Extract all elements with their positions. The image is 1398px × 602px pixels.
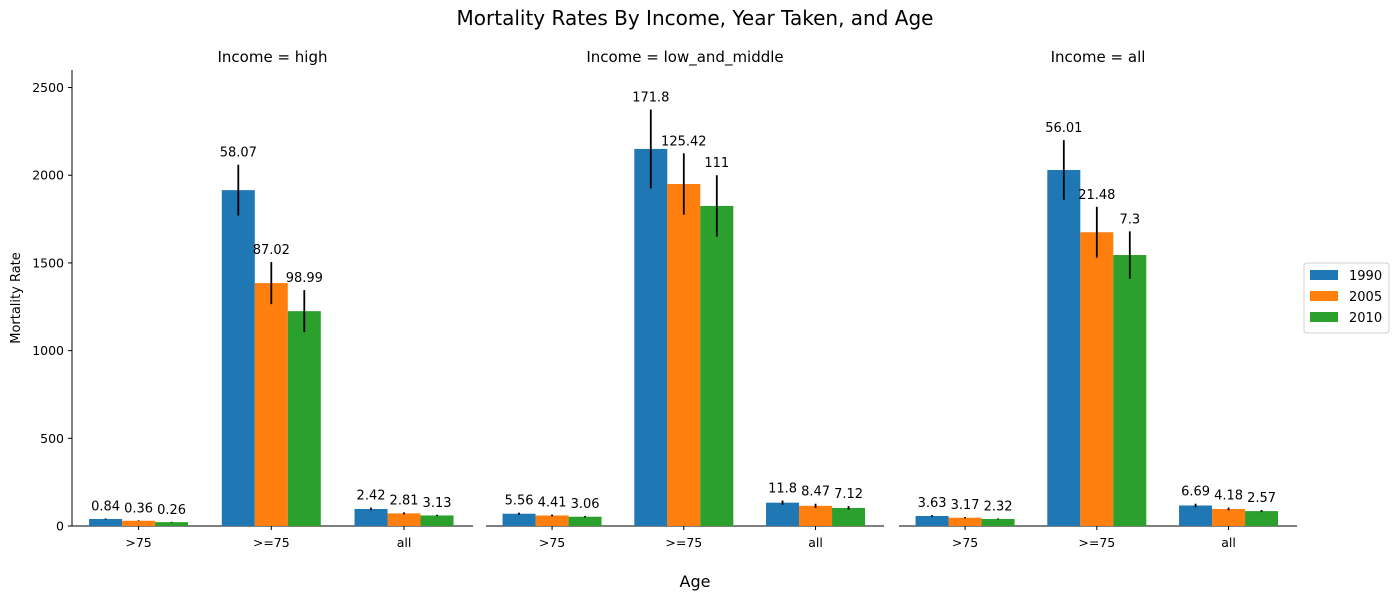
bar-1990 xyxy=(915,516,949,526)
bar-label: 4.18 xyxy=(1214,489,1243,504)
legend-swatch-1990 xyxy=(1310,270,1338,280)
bar-label: 125.42 xyxy=(661,134,707,149)
bar-2005 xyxy=(1080,232,1114,526)
bar-label: 11.8 xyxy=(768,482,797,497)
bar-2010 xyxy=(1113,255,1147,526)
bar-label: 58.07 xyxy=(220,146,257,161)
legend-swatch-2010 xyxy=(1310,312,1338,322)
y-tick-label: 2500 xyxy=(32,80,64,95)
bar-1990 xyxy=(766,502,800,526)
bar-label: 0.36 xyxy=(124,501,153,516)
y-tick-label: 1500 xyxy=(32,255,64,270)
bar-1990 xyxy=(89,518,123,526)
x-tick-label: >=75 xyxy=(253,535,290,550)
bar-label: 56.01 xyxy=(1045,121,1082,136)
bar-2010 xyxy=(287,311,321,526)
panel-title: Income = low_and_middle xyxy=(586,48,783,67)
legend: 1990 2005 2010 xyxy=(1303,262,1390,334)
legend-swatch-2005 xyxy=(1310,291,1338,301)
bar-label: 5.56 xyxy=(505,494,534,509)
bar-1990 xyxy=(502,513,536,526)
bar-2005 xyxy=(948,517,982,526)
bar-2010 xyxy=(700,205,734,526)
bar-label: 0.26 xyxy=(157,503,186,518)
bar-label: 4.41 xyxy=(538,496,567,511)
bar-2010 xyxy=(420,515,454,526)
bar-2005 xyxy=(1212,508,1246,526)
x-tick-label: >=75 xyxy=(1078,535,1115,550)
x-tick-label: all xyxy=(808,535,823,550)
legend-label-2005: 2005 xyxy=(1349,290,1382,305)
bar-label: 8.47 xyxy=(801,485,830,500)
bar-2010 xyxy=(981,518,1015,526)
bar-1990 xyxy=(354,508,388,526)
bar-label: 6.69 xyxy=(1181,485,1210,500)
bar-label: 111 xyxy=(704,156,729,171)
x-axis-label: Age xyxy=(680,572,711,591)
bar-label: 0.84 xyxy=(91,499,120,514)
bar-label: 98.99 xyxy=(286,271,323,286)
bar-2005 xyxy=(535,515,569,526)
x-tick-label: >75 xyxy=(952,535,978,550)
bar-label: 2.42 xyxy=(357,489,386,504)
x-tick-label: all xyxy=(1221,535,1236,550)
bar-2005 xyxy=(667,184,701,526)
bar-label: 21.48 xyxy=(1078,188,1115,203)
bar-label: 3.06 xyxy=(571,497,600,512)
chart-title: Mortality Rates By Income, Year Taken, a… xyxy=(457,6,934,30)
bar-2010 xyxy=(1245,511,1279,526)
panel-2: Income = low_and_middle >75 5.56 4.41 3.06 >=… xyxy=(486,48,884,550)
bar-label: 2.81 xyxy=(390,493,419,508)
bar-label: 7.3 xyxy=(1119,212,1140,227)
bar-label: 2.32 xyxy=(984,499,1013,514)
bar-label: 2.57 xyxy=(1247,491,1276,506)
bar-2005 xyxy=(122,520,156,526)
legend-label-1990: 1990 xyxy=(1349,269,1382,284)
bar-1990 xyxy=(1179,505,1213,526)
panels: Income = high 0 500 1000 1500 2000 2500 >75 0.84… xyxy=(32,48,1297,550)
bar-2005 xyxy=(387,513,421,526)
bar-2010 xyxy=(568,516,602,526)
y-tick-label: 1000 xyxy=(32,343,64,358)
y-tick-label: 0 xyxy=(56,519,64,534)
legend-label-2010: 2010 xyxy=(1349,311,1382,326)
bar-2010 xyxy=(832,507,866,526)
bar-label: 171.8 xyxy=(632,90,669,105)
panel-1: Income = high 0 500 1000 1500 2000 2500 >75 0.84… xyxy=(32,48,473,550)
x-tick-label: >75 xyxy=(125,535,151,550)
bar-2010 xyxy=(155,522,189,526)
bar-label: 7.12 xyxy=(834,487,863,502)
panel-3: Income = all >75 3.63 3.17 2.32 >=75 56.01 21.4… xyxy=(899,48,1297,550)
x-tick-label: >75 xyxy=(539,535,565,550)
bar-1990 xyxy=(634,148,668,526)
bar-label: 3.13 xyxy=(423,496,452,511)
panel-title: Income = high xyxy=(217,48,327,66)
y-tick-label: 500 xyxy=(40,431,64,446)
bar-label: 87.02 xyxy=(253,243,290,258)
y-axis-label: Mortality Rate xyxy=(9,252,24,344)
x-tick-label: >=75 xyxy=(665,535,702,550)
bar-2005 xyxy=(799,505,833,526)
panel-title: Income = all xyxy=(1051,48,1146,66)
bar-label: 3.63 xyxy=(918,496,947,511)
bar-label: 3.17 xyxy=(951,498,980,513)
y-tick-label: 2000 xyxy=(32,168,64,183)
bar-2005 xyxy=(254,283,288,526)
bar-1990 xyxy=(221,190,255,526)
x-tick-label: all xyxy=(397,535,412,550)
bar-1990 xyxy=(1047,169,1081,526)
